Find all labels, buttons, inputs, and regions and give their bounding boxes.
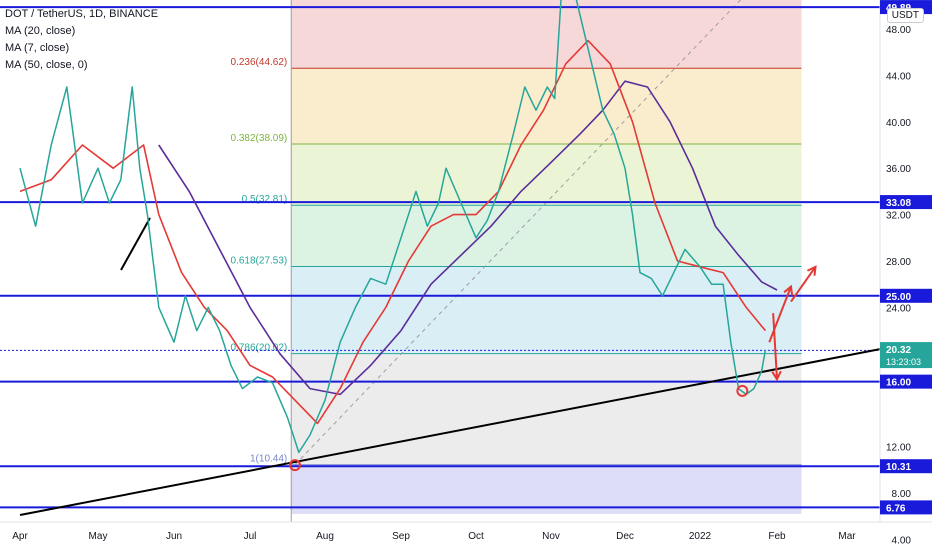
fib-zone-3 [291, 205, 802, 267]
price-line [19, 0, 767, 454]
x-tick-label: Apr [12, 531, 28, 542]
x-tick-label: Feb [768, 531, 786, 542]
fib-label-1: 0.236(44.62) [231, 57, 288, 68]
fib-zone-6 [291, 464, 802, 514]
x-tick-label: Jun [166, 531, 182, 542]
price-axis-bg [880, 0, 932, 550]
annotation-arrow-down [772, 313, 778, 380]
x-tick-label: Jul [244, 531, 257, 542]
annotation-circle-jul [289, 459, 301, 472]
price-tag-5-bg [880, 500, 932, 515]
x-tick-label: Dec [616, 531, 634, 542]
fib-label-3: 0.5(32.81) [242, 194, 288, 205]
countdown-label: 13:23:03 [886, 357, 921, 367]
legend-ma20: MA (20, close) [5, 25, 76, 37]
annotation-circle-jan [736, 384, 749, 397]
y-tick-label: 44.00 [886, 71, 911, 82]
fib-zone-1 [291, 68, 802, 144]
price-tag-3-bg [880, 374, 932, 389]
price-tag-2: 25.00 [886, 292, 911, 303]
y-tick-label: 24.00 [886, 303, 911, 314]
fib-label-5: 0.786(20.02) [231, 343, 288, 354]
legend-ma7: MA (7, close) [5, 42, 70, 54]
legend-symbol: DOT / TetherUS, 1D, BINANCE [5, 8, 159, 20]
x-tick-label: Oct [468, 531, 484, 542]
fib-label-2: 0.382(38.09) [231, 133, 288, 144]
current-price-label: 20.32 [886, 345, 911, 356]
fib-zone-2 [291, 143, 802, 206]
annotation-arrow-up-1 [768, 286, 792, 343]
currency-unit-button[interactable]: USDT [886, 8, 924, 23]
fib-zone-0 [291, 0, 802, 69]
x-tick-label: Aug [316, 531, 334, 542]
x-tick-label: May [89, 531, 108, 542]
y-tick-label: 28.00 [886, 257, 911, 268]
chart-legend: DOT / TetherUS, 1D, BINANCE MA (20, clos… [5, 6, 158, 74]
x-tick-label: Nov [542, 531, 560, 542]
fib-label-4: 0.618(27.53) [231, 255, 288, 266]
fib-label-6: 1(10.44) [250, 454, 287, 465]
y-tick-label: 40.00 [886, 118, 911, 129]
price-tag-1: 33.08 [886, 198, 911, 209]
fib-trend-diagonal [294, 0, 742, 466]
current-price-bg [880, 342, 932, 369]
y-tick-label: 4.00 [892, 535, 912, 546]
y-tick-label: 36.00 [886, 164, 911, 175]
price-tag-2-bg [880, 288, 932, 303]
fib-zone-4 [291, 266, 802, 354]
ma50-line [158, 80, 778, 396]
y-tick-label: 8.00 [892, 489, 912, 500]
legend-ma50: MA (50, close, 0) [5, 59, 88, 71]
annotation-arrow-up-2-head [806, 265, 817, 276]
annotation-arrow-down-head [771, 370, 782, 382]
annotation-arrow-up-2 [790, 266, 817, 303]
annotation-arrow-up-1-head [783, 284, 794, 296]
short-trendline [120, 217, 151, 271]
y-tick-label: 48.00 [886, 25, 911, 36]
x-tick-label: Sep [392, 531, 410, 542]
y-tick-label: 32.00 [886, 211, 911, 222]
x-tick-label: Mar [838, 531, 856, 542]
y-tick-label: 12.00 [886, 443, 911, 454]
price-tag-1-bg [880, 195, 932, 210]
price-tag-5: 6.76 [886, 503, 906, 514]
x-tick-label: 2022 [689, 531, 712, 542]
price-tag-4: 10.31 [886, 462, 911, 473]
ma20-line [19, 39, 767, 425]
price-tag-3: 16.00 [886, 378, 911, 389]
price-tag-4-bg [880, 459, 932, 474]
